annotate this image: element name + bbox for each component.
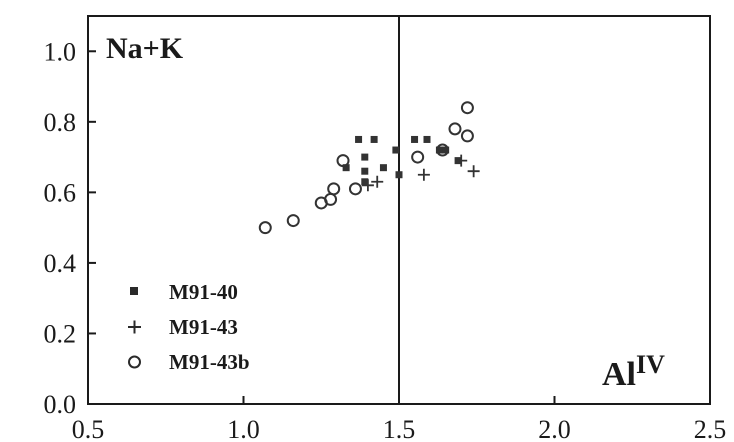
legend-entry: M91-40 (130, 280, 238, 304)
data-point-square (442, 146, 450, 154)
x-tick-label: 0.5 (72, 415, 105, 442)
data-point-circle (448, 122, 462, 136)
data-point-circle (460, 129, 474, 143)
data-point-square (361, 167, 369, 175)
data-point-circle (286, 214, 300, 228)
data-point-square (342, 164, 350, 172)
data-point-circle (324, 192, 338, 206)
data-point-plus (467, 165, 480, 178)
axis-ticks (87, 50, 711, 405)
y-tick-label: 0.2 (44, 319, 77, 348)
x-tick-label: 1.0 (227, 415, 260, 442)
legend: M91-40 M91-43 M91-43b (128, 280, 250, 374)
data-point-square (379, 164, 387, 172)
x-tick-label: 2.5 (694, 415, 727, 442)
data-point-plus (371, 175, 384, 188)
data-point-square (411, 135, 419, 143)
legend-label: M91-43 (169, 315, 238, 339)
legend-marker-square (130, 287, 138, 295)
y-tick-label: 0.8 (44, 108, 77, 137)
data-point-square (361, 178, 369, 186)
legend-marker-plus (128, 320, 141, 334)
legend-entry: M91-43 (128, 315, 238, 339)
corner-label-base: Al (602, 356, 636, 393)
y-tick-label: 0.4 (44, 249, 77, 278)
data-point-circle (336, 154, 350, 168)
data-point-square (361, 153, 369, 161)
data-point-circle (436, 143, 450, 157)
data-point-square (423, 135, 431, 143)
y-tick-label: 0.0 (44, 390, 77, 419)
data-point-square (435, 146, 443, 154)
data-point-square (392, 146, 400, 154)
data-point-square (395, 171, 403, 179)
data-point-circle (348, 182, 362, 196)
data-point-circle (411, 150, 425, 164)
corner-label-top-left: Na+K (106, 32, 184, 65)
y-tick-label: 0.6 (44, 178, 77, 207)
data-point-plus (455, 154, 468, 167)
data-point-circle (327, 182, 341, 196)
data-points (258, 101, 480, 235)
legend-marker-circle (128, 355, 141, 369)
legend-label: M91-40 (169, 280, 238, 304)
data-point-circle (460, 101, 474, 115)
x-tick-label: 2.0 (538, 415, 571, 442)
data-point-circle (258, 221, 272, 235)
y-tick-label: 1.0 (44, 37, 77, 66)
corner-label-bottom-right: AlIV (602, 350, 665, 393)
corner-label-sup: IV (636, 350, 665, 379)
data-point-square (355, 135, 363, 143)
legend-label: M91-43b (169, 350, 250, 374)
legend-entry: M91-43b (128, 350, 250, 374)
tick-labels: 0.5 1.0 1.5 2.0 2.5 0.0 0.2 0.4 0.6 0.8 1.0 (44, 37, 727, 442)
data-point-plus (417, 168, 430, 181)
data-point-plus (361, 179, 374, 192)
data-point-square (370, 135, 378, 143)
x-tick-label: 1.5 (383, 415, 416, 442)
